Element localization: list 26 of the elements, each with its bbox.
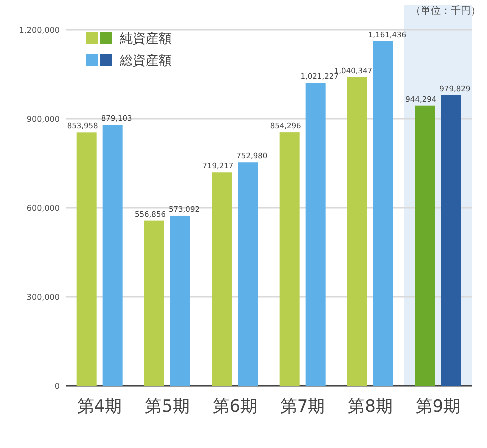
- bar: [415, 106, 436, 386]
- y-tick-label: 0: [54, 382, 60, 391]
- bar: [238, 162, 258, 386]
- y-tick-label: 900,000: [26, 115, 60, 124]
- bar: [102, 125, 123, 386]
- x-tick-label: 第4期: [77, 397, 122, 417]
- y-tick-label: 300,000: [26, 293, 60, 302]
- bar: [144, 220, 164, 386]
- bar: [306, 83, 326, 386]
- text: （単位：千円）: [411, 5, 481, 17]
- x-tick-label: 第7期: [280, 397, 326, 417]
- x-tick-label: 第9期: [416, 397, 461, 417]
- bar: [374, 41, 394, 386]
- x-tick-label: 第8期: [348, 397, 393, 417]
- y-tick-label: 1,200,000: [19, 26, 60, 35]
- bar: [76, 132, 97, 386]
- bar: [170, 216, 190, 386]
- x-tick-label: 第6期: [212, 397, 258, 417]
- bar: [348, 77, 368, 386]
- legend-label: 総資産額: [119, 53, 172, 69]
- bar: [441, 95, 462, 386]
- legend-label: 純資産額: [120, 31, 172, 47]
- bar: [280, 132, 300, 386]
- bar: [212, 172, 232, 386]
- y-tick-label: 600,000: [26, 204, 60, 213]
- x-tick-label: 第5期: [145, 397, 190, 417]
